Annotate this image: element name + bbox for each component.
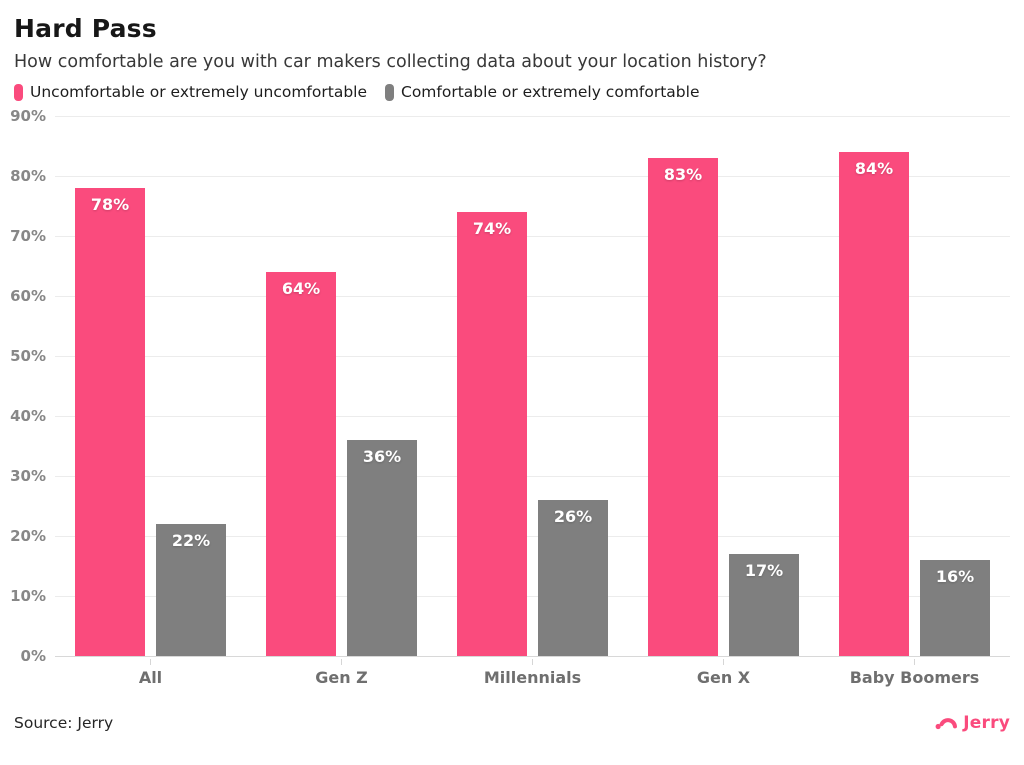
gridline (55, 176, 1010, 177)
y-tick-label: 20% (10, 527, 46, 545)
gridline (55, 476, 1010, 477)
legend-item: Comfortable or extremely comfortable (385, 83, 699, 101)
bar-chart: 0% 10% 20% 30% 40% 50% 60% 70% 80% 90% 78% 22% 64% 36… (10, 107, 1010, 687)
bar-value-label: 26% (553, 507, 593, 526)
x-tick (532, 659, 533, 665)
bar-value-label: 36% (362, 447, 402, 466)
x-category-label: Baby Boomers (819, 657, 1010, 687)
x-tick (150, 659, 151, 665)
bar-group: 78% 22% (55, 116, 246, 656)
gridline (55, 116, 1010, 117)
y-tick-label: 10% (10, 587, 46, 605)
bar-group: 74% 26% (437, 116, 628, 656)
jerry-logo: Jerry (935, 713, 1010, 733)
legend: Uncomfortable or extremely uncomfortable… (14, 83, 1010, 101)
bar-value-label: 74% (472, 219, 512, 238)
bar: 26% (538, 500, 608, 656)
bar-group: 83% 17% (628, 116, 819, 656)
legend-label: Uncomfortable or extremely uncomfortable (30, 83, 367, 101)
bar: 16% (920, 560, 990, 656)
x-tick (341, 659, 342, 665)
gridline (55, 596, 1010, 597)
bar-value-label: 84% (854, 159, 894, 178)
bar-value-label: 83% (663, 165, 703, 184)
chart-title: Hard Pass (14, 14, 157, 43)
bar-value-label: 17% (744, 561, 784, 580)
source-note: Source: Jerry (14, 714, 114, 732)
chart-subtitle: How comfortable are you with car makers … (14, 52, 767, 72)
plot-area: 0% 10% 20% 30% 40% 50% 60% 70% 80% 90% 78% 22% 64% 36… (10, 107, 1010, 665)
y-tick-label: 40% (10, 407, 46, 425)
y-tick-label: 60% (10, 287, 46, 305)
bar-value-label: 78% (90, 195, 130, 214)
legend-label: Comfortable or extremely comfortable (401, 83, 700, 101)
bar-groups: 78% 22% 64% 36% 74% 26% 83% 17% 84% 16% (55, 116, 1010, 656)
bar: 74% (457, 212, 527, 656)
gridline (55, 536, 1010, 537)
bar: 78% (75, 188, 145, 656)
jerry-arc-icon (935, 718, 958, 730)
bar: 22% (156, 524, 226, 656)
x-category-label: Gen Z (246, 657, 437, 687)
gridline (55, 416, 1010, 417)
x-category-label: All (55, 657, 246, 687)
jerry-brand-text: Jerry (963, 713, 1010, 733)
bar: 17% (729, 554, 799, 656)
y-tick-label: 0% (20, 647, 46, 665)
x-category-label: Gen X (628, 657, 819, 687)
gridline (55, 236, 1010, 237)
x-category-label: Millennials (437, 657, 628, 687)
y-tick-label: 30% (10, 467, 46, 485)
chart-footer: Source: Jerry Jerry (14, 713, 1010, 733)
x-tick (723, 659, 724, 665)
y-tick-label: 80% (10, 167, 46, 185)
bar: 36% (347, 440, 417, 656)
bar-value-label: 64% (281, 279, 321, 298)
bar-value-label: 16% (935, 567, 975, 586)
legend-item: Uncomfortable or extremely uncomfortable (14, 83, 367, 101)
y-tick-label: 50% (10, 347, 46, 365)
bar: 64% (266, 272, 336, 656)
bar-group: 64% 36% (246, 116, 437, 656)
y-tick-label: 90% (10, 107, 46, 125)
bar-value-label: 22% (171, 531, 211, 550)
bar: 83% (648, 158, 718, 656)
x-tick (914, 659, 915, 665)
gridline (55, 356, 1010, 357)
bar: 84% (839, 152, 909, 656)
y-tick-label: 70% (10, 227, 46, 245)
x-axis-labels: All Gen Z Millennials Gen X Baby Boomers (55, 657, 1010, 687)
legend-swatch (14, 83, 23, 101)
gridline (55, 296, 1010, 297)
legend-swatch (385, 83, 394, 101)
bar-group: 84% 16% (819, 116, 1010, 656)
